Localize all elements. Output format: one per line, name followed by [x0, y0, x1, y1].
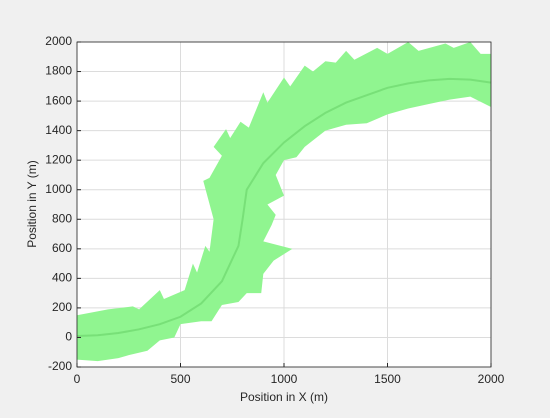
marks: [76, 42, 492, 362]
y-tick-label: 1200: [45, 152, 72, 166]
uncertainty-band: [77, 42, 491, 362]
x-tick-label: 1500: [374, 372, 401, 386]
y-tick-label: 800: [52, 211, 72, 225]
x-tick-label: 500: [170, 372, 190, 386]
y-tick-label: 600: [52, 241, 72, 255]
y-tick-label: 1400: [45, 123, 72, 137]
y-tick-label: 2000: [45, 34, 72, 48]
y-tick-label: -200: [48, 359, 72, 373]
y-tick-label: 1000: [45, 182, 72, 196]
x-tick-label: 0: [74, 372, 81, 386]
trajectory-line: [76, 77, 492, 337]
x-axis-label: Position in X (m): [240, 390, 328, 404]
x-tick-label: 2000: [478, 372, 505, 386]
x-tick-label: 1000: [271, 372, 298, 386]
y-tick-label: 0: [65, 330, 72, 344]
y-axis-label: Position in Y (m): [25, 160, 39, 248]
y-tick-label: 400: [52, 271, 72, 285]
y-tick-label: 1800: [45, 64, 72, 78]
y-tick-label: 1600: [45, 93, 72, 107]
y-tick-label: 200: [52, 300, 72, 314]
